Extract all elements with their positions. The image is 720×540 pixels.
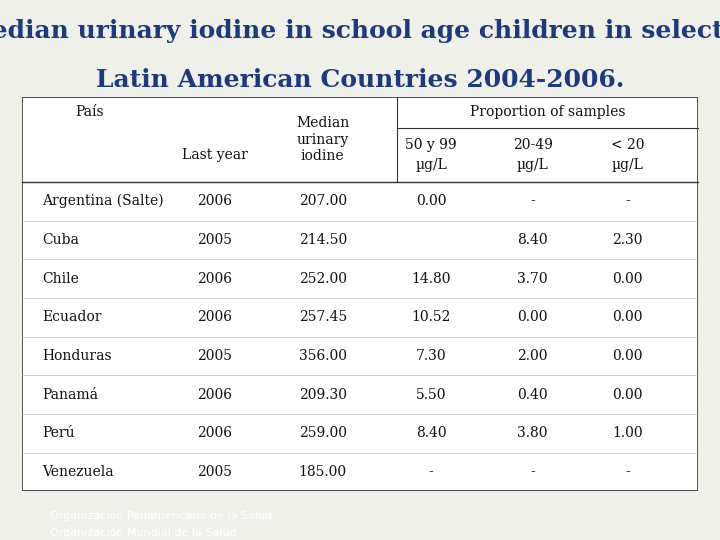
Text: Last year: Last year xyxy=(181,148,248,162)
Text: 3.80: 3.80 xyxy=(518,427,548,441)
Text: 0.00: 0.00 xyxy=(518,310,548,325)
Text: 2005: 2005 xyxy=(197,465,232,479)
Text: 185.00: 185.00 xyxy=(299,465,347,479)
Text: 2005: 2005 xyxy=(197,349,232,363)
Text: 20-49: 20-49 xyxy=(513,138,552,152)
Text: 0.00: 0.00 xyxy=(612,310,642,325)
Text: µg/L: µg/L xyxy=(611,158,643,172)
Text: Honduras: Honduras xyxy=(42,349,112,363)
Text: 1.00: 1.00 xyxy=(612,427,643,441)
Text: Panamá: Panamá xyxy=(42,388,98,402)
Text: 50 y 99: 50 y 99 xyxy=(405,138,457,152)
Text: 14.80: 14.80 xyxy=(411,272,451,286)
Text: 0.40: 0.40 xyxy=(517,388,548,402)
Text: 0.00: 0.00 xyxy=(612,272,642,286)
Text: Venezuela: Venezuela xyxy=(42,465,114,479)
Text: 257.45: 257.45 xyxy=(299,310,347,325)
Text: 3.70: 3.70 xyxy=(517,272,548,286)
Text: 8.40: 8.40 xyxy=(517,233,548,247)
Text: Organización Panamericana de la Salud: Organización Panamericana de la Salud xyxy=(50,511,273,522)
Text: Proportion of samples: Proportion of samples xyxy=(470,105,626,119)
Text: Cuba: Cuba xyxy=(42,233,78,247)
Text: 2.30: 2.30 xyxy=(612,233,642,247)
Text: iodine: iodine xyxy=(301,149,345,163)
Text: -: - xyxy=(625,194,630,208)
Text: -: - xyxy=(530,194,535,208)
Text: 209.30: 209.30 xyxy=(299,388,347,402)
Text: Organización Mundial de la Salud: Organización Mundial de la Salud xyxy=(50,527,237,537)
Text: 2006: 2006 xyxy=(197,310,232,325)
Text: 2006: 2006 xyxy=(197,272,232,286)
Text: Perú: Perú xyxy=(42,427,75,441)
Text: 2005: 2005 xyxy=(197,233,232,247)
Text: 5.50: 5.50 xyxy=(416,388,446,402)
Text: 356.00: 356.00 xyxy=(299,349,347,363)
Text: 2.00: 2.00 xyxy=(518,349,548,363)
Text: 0.00: 0.00 xyxy=(612,388,642,402)
Text: País: País xyxy=(75,105,104,119)
Text: µg/L: µg/L xyxy=(517,158,549,172)
Text: Latin American Countries 2004-2006.: Latin American Countries 2004-2006. xyxy=(96,68,624,92)
Text: -: - xyxy=(625,465,630,479)
Text: 10.52: 10.52 xyxy=(411,310,451,325)
Text: 2006: 2006 xyxy=(197,194,232,208)
Text: Median: Median xyxy=(296,116,349,130)
Text: urinary: urinary xyxy=(297,133,349,146)
Text: 0.00: 0.00 xyxy=(416,194,446,208)
Text: 252.00: 252.00 xyxy=(299,272,347,286)
Text: -: - xyxy=(428,465,433,479)
Text: 2006: 2006 xyxy=(197,388,232,402)
Text: < 20: < 20 xyxy=(611,138,644,152)
Text: -: - xyxy=(530,465,535,479)
Text: 259.00: 259.00 xyxy=(299,427,347,441)
Text: Ecuador: Ecuador xyxy=(42,310,102,325)
Text: Median urinary iodine in school age children in selected: Median urinary iodine in school age chil… xyxy=(0,19,720,43)
Text: 8.40: 8.40 xyxy=(415,427,446,441)
Text: 7.30: 7.30 xyxy=(415,349,446,363)
Text: Chile: Chile xyxy=(42,272,78,286)
Text: 214.50: 214.50 xyxy=(299,233,347,247)
Text: 207.00: 207.00 xyxy=(299,194,347,208)
Text: Argentina (Salte): Argentina (Salte) xyxy=(42,194,163,208)
Text: 2006: 2006 xyxy=(197,427,232,441)
Text: µg/L: µg/L xyxy=(415,158,447,172)
Text: 0.00: 0.00 xyxy=(612,349,642,363)
